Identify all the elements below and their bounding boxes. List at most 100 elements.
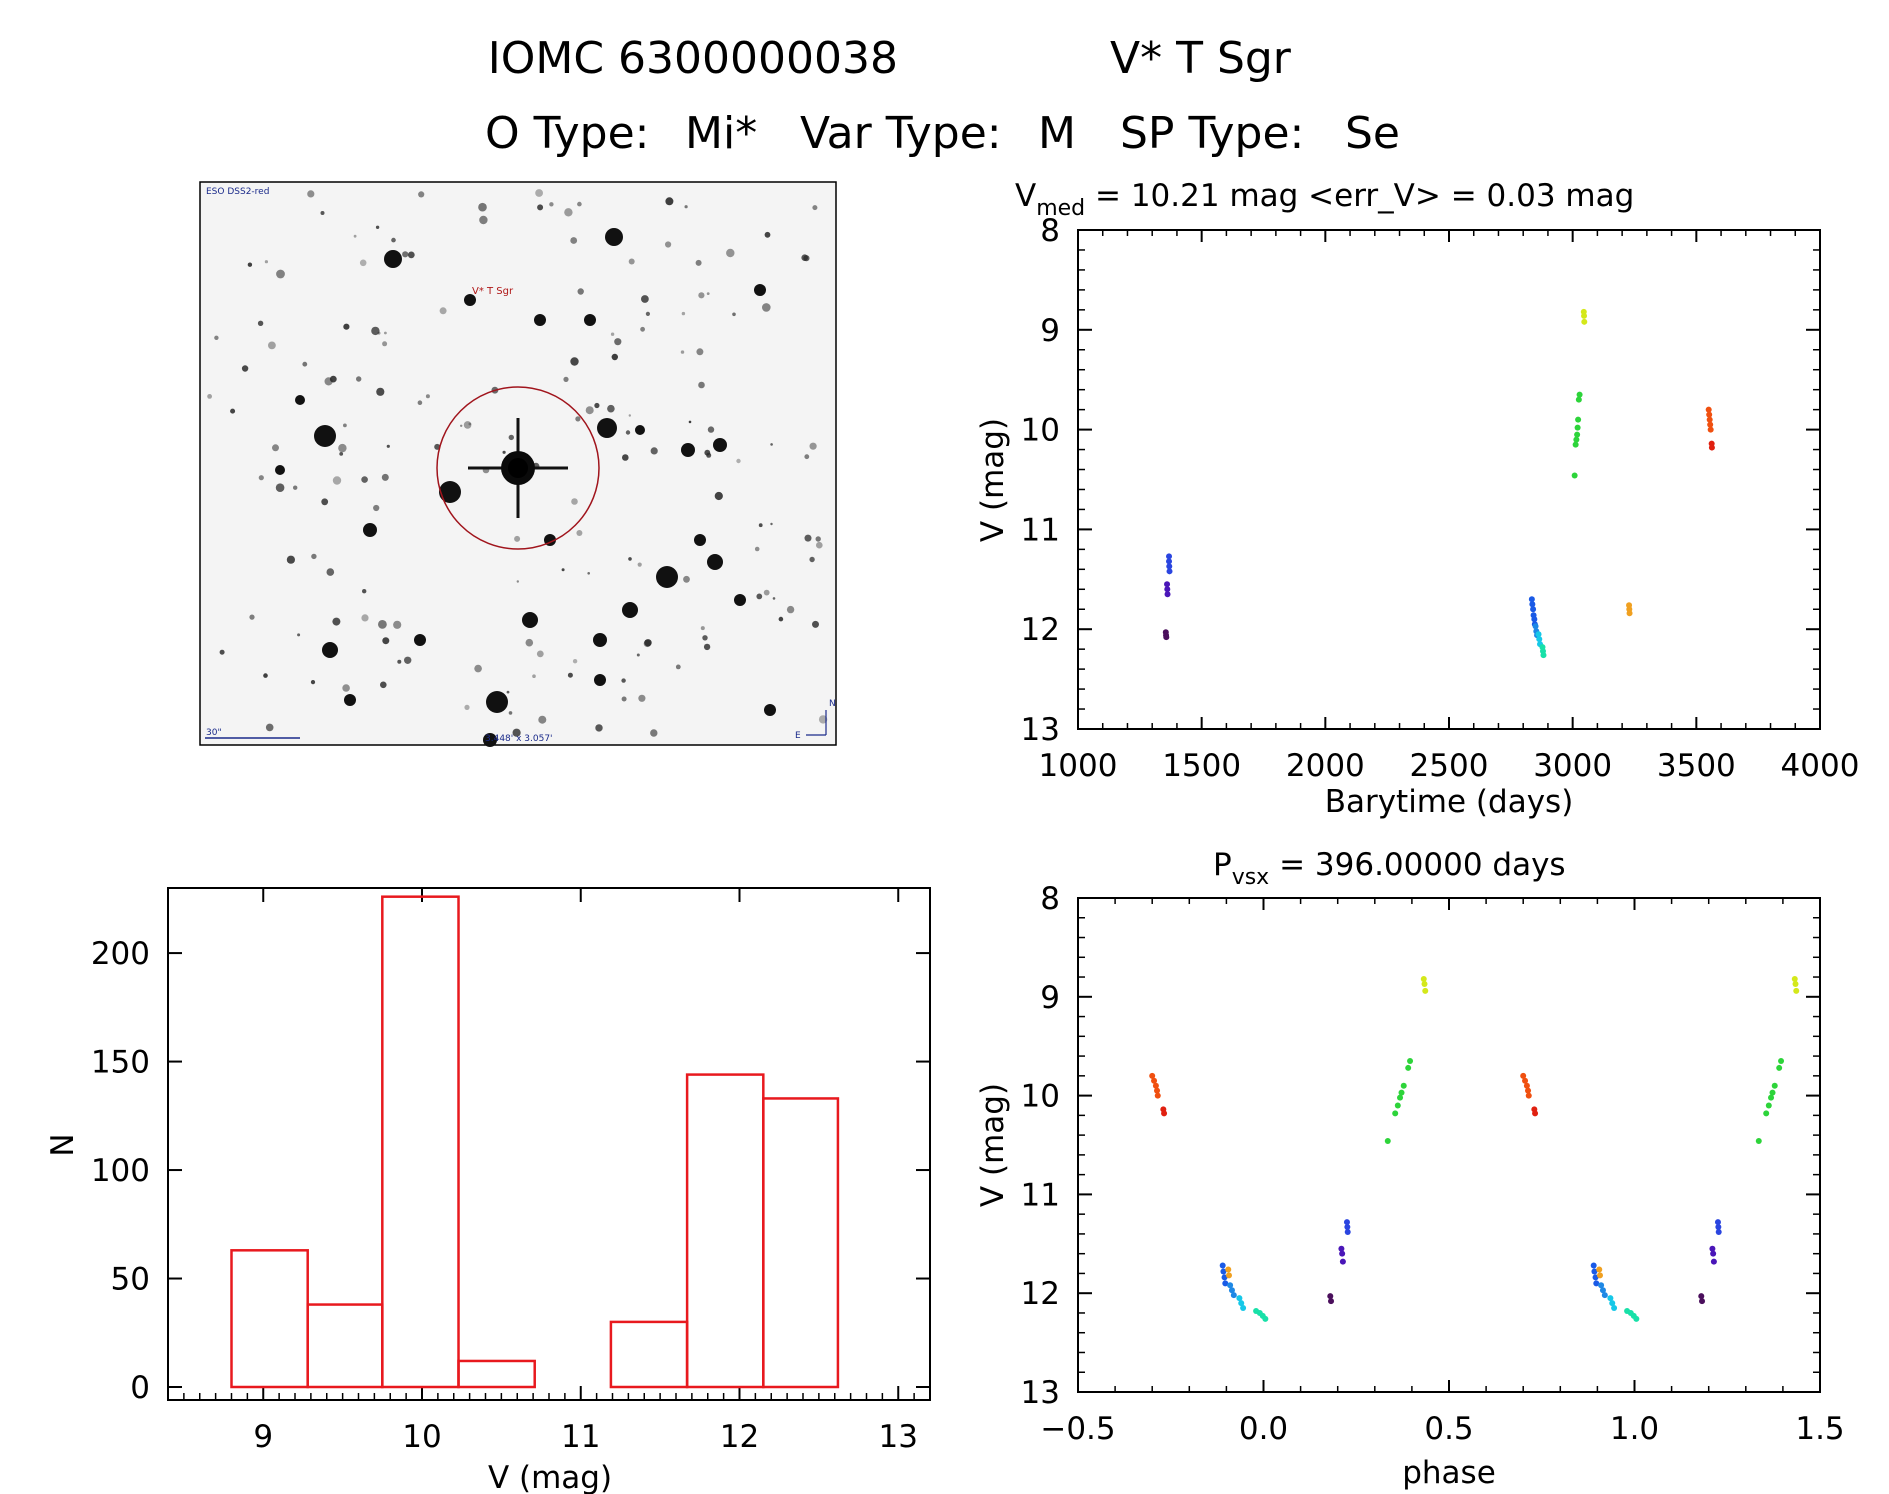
phased-curve-point	[1763, 1110, 1770, 1117]
field-star	[532, 674, 536, 678]
light-curve-point	[1163, 634, 1170, 641]
field-star	[736, 458, 741, 464]
target-label: V* T Sgr	[472, 286, 514, 297]
field-star	[681, 443, 695, 457]
phased-curve-xtick-label: 0.0	[1239, 1411, 1288, 1447]
field-star	[342, 684, 350, 692]
field-star	[417, 400, 423, 406]
field-star	[343, 323, 350, 330]
light-curve-frame	[1077, 229, 1821, 730]
field-star	[675, 664, 681, 670]
field-star	[815, 536, 821, 542]
field-star	[706, 452, 712, 458]
light-curve-point	[1708, 444, 1715, 451]
field-star	[585, 406, 594, 415]
phased-curve-ytick-label: 9	[1040, 980, 1060, 1016]
target-star	[468, 418, 568, 518]
field-star	[371, 326, 380, 336]
histogram-ylabel: N	[45, 1133, 81, 1156]
histogram-ytick-label: 100	[91, 1153, 150, 1189]
histogram-frame	[167, 887, 931, 1401]
sp-type-value: Se	[1345, 108, 1400, 159]
phased-curve-point	[1709, 1245, 1716, 1252]
scale-label: 30"	[206, 728, 222, 738]
field-star	[756, 593, 763, 600]
field-star	[478, 202, 487, 212]
phased-curve-point	[1422, 987, 1429, 994]
field-star	[272, 444, 279, 452]
field-star	[809, 442, 817, 450]
field-star	[681, 311, 686, 316]
field-star	[474, 664, 482, 673]
field-star	[595, 724, 603, 732]
star-field	[207, 189, 828, 747]
phased-curve-ytick-label: 11	[1021, 1177, 1060, 1213]
field-star	[464, 704, 470, 711]
field-star	[375, 225, 380, 229]
phased-curve-point	[1525, 1087, 1532, 1094]
phased-curve-plot: Pvsx = 396.00000 days −0.5 0.0 0.5 1.0 1.5 8 9…	[975, 847, 1845, 1491]
phased-curve-point	[1420, 976, 1427, 983]
field-star	[276, 269, 285, 279]
phased-curve-xtick-label: 1.5	[1795, 1411, 1844, 1447]
phased-curve-point	[1154, 1092, 1161, 1099]
field-star	[812, 620, 819, 628]
field-star	[801, 254, 808, 261]
phased-curve-points	[1149, 976, 1800, 1322]
phased-curve-point	[1230, 1292, 1237, 1299]
field-star	[391, 237, 396, 243]
field-star	[561, 568, 565, 572]
field-star	[549, 202, 554, 207]
phased-curve-ylabel: V (mag)	[975, 1083, 1011, 1207]
field-star	[249, 614, 255, 620]
light-curve-point	[1530, 606, 1537, 613]
light-curve-point	[1536, 636, 1543, 643]
field-star	[622, 602, 638, 618]
phased-curve-point	[1228, 1287, 1235, 1294]
field-star	[241, 365, 249, 372]
phased-curve-point	[1236, 1295, 1243, 1302]
phased-curve-point	[1771, 1082, 1778, 1089]
light-curve-xtick-label: 3500	[1657, 748, 1736, 784]
field-star	[512, 728, 521, 737]
field-star	[698, 292, 705, 299]
var-type-value: M	[1038, 108, 1076, 159]
light-curve-point	[1705, 406, 1712, 413]
field-star	[322, 642, 338, 658]
field-star	[577, 201, 582, 207]
phased-curve-point	[1591, 1268, 1598, 1275]
field-star	[397, 659, 402, 664]
field-star	[439, 307, 447, 315]
phased-curve-point	[1525, 1092, 1532, 1099]
east-label: E	[795, 731, 801, 741]
phased-curve-point	[1149, 1072, 1156, 1079]
phased-curve-point	[1327, 1293, 1334, 1300]
field-star	[514, 535, 521, 542]
phased-curve-point	[1611, 1305, 1618, 1312]
field-star	[359, 259, 367, 267]
light-curve-point	[1572, 441, 1579, 448]
field-star	[258, 475, 264, 481]
phased-curve-point	[1755, 1138, 1762, 1145]
field-star	[665, 241, 672, 248]
histogram-xtick-label: 10	[402, 1419, 441, 1455]
field-star	[816, 541, 823, 549]
histogram-bar	[306, 1303, 384, 1389]
field-star	[645, 311, 651, 316]
phased-curve-point	[1596, 1266, 1603, 1273]
light-curve-axes: 1000 1500 2000 2500 3000 3500 4000 8 9 10 11 12 13	[1021, 213, 1860, 784]
field-star	[418, 191, 425, 198]
phased-curve-point	[1769, 1089, 1776, 1096]
light-curve-ytick-label: 9	[1040, 313, 1060, 349]
light-curve-point	[1164, 581, 1171, 588]
phased-curve-point	[1240, 1305, 1247, 1312]
light-curve-point	[1707, 421, 1714, 428]
light-curve-point	[1529, 601, 1536, 608]
field-star	[625, 430, 631, 435]
field-star	[425, 394, 430, 399]
phased-curve-point	[1792, 980, 1799, 987]
field-star	[656, 566, 678, 588]
field-star	[567, 672, 573, 678]
histogram-bar	[381, 895, 460, 1389]
field-star	[361, 614, 369, 622]
